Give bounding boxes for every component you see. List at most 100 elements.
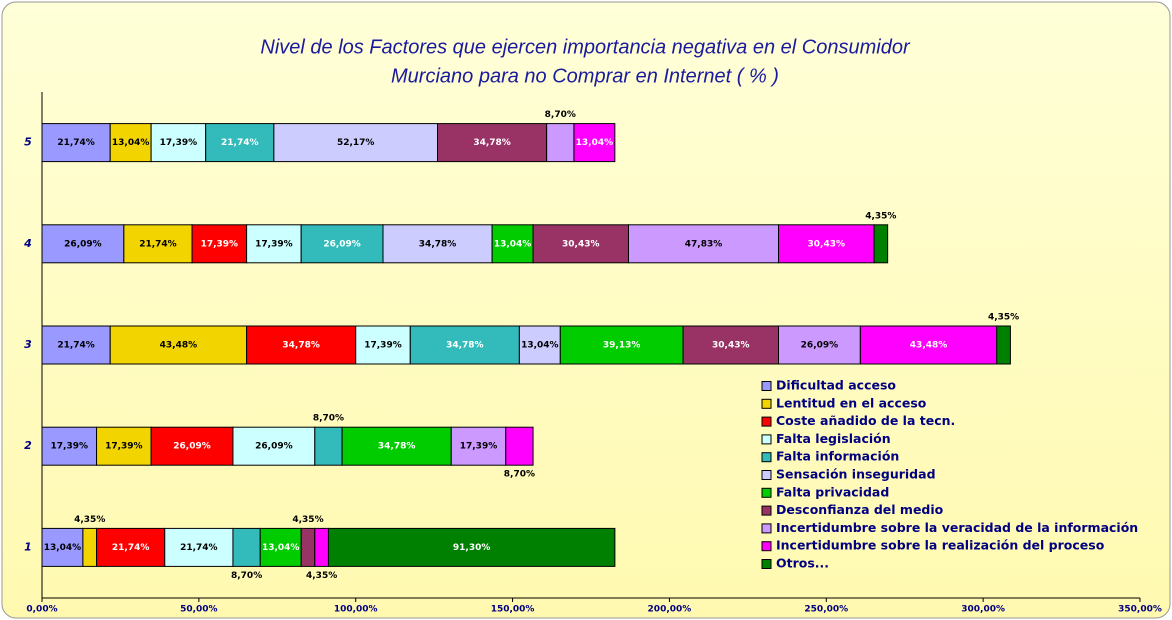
data-label: 17,39% xyxy=(51,442,89,452)
data-label: 21,74% xyxy=(139,239,177,249)
data-label: 8,70% xyxy=(231,571,262,581)
data-label: 4,35% xyxy=(74,515,105,525)
bar-segment xyxy=(778,224,875,264)
bar-segment xyxy=(96,527,166,567)
bar-segment xyxy=(191,224,248,264)
bar-segment xyxy=(96,426,152,466)
legend-swatch xyxy=(761,381,772,391)
bar-segment xyxy=(314,426,343,466)
bar-segment xyxy=(327,527,616,567)
legend-swatch xyxy=(761,452,772,463)
data-label: 43,48% xyxy=(910,341,948,351)
legend-label: Coste añadido de la tecn. xyxy=(776,413,955,428)
data-label: 13,04% xyxy=(44,543,82,553)
chart-title: Nivel de los Factores que ejercen import… xyxy=(260,36,911,58)
bar-segment xyxy=(314,527,329,567)
data-label: 91,30% xyxy=(453,543,491,553)
data-label: 26,09% xyxy=(323,239,361,249)
bar-segment xyxy=(41,123,111,163)
data-label: 30,43% xyxy=(712,341,750,351)
data-label: 17,39% xyxy=(201,239,239,249)
data-label: 30,43% xyxy=(562,239,600,249)
bar-segment xyxy=(164,527,234,567)
data-label: 4,35% xyxy=(306,571,337,581)
bar-segment xyxy=(873,224,889,264)
data-label: 39,13% xyxy=(603,341,641,351)
x-tick-label: 50,00% xyxy=(180,605,218,615)
data-label: 43,48% xyxy=(160,341,198,351)
data-label: 26,09% xyxy=(255,442,293,452)
legend-swatch xyxy=(761,523,772,534)
legend-swatch xyxy=(761,505,772,516)
legend-label: Otros... xyxy=(776,556,829,571)
data-label: 34,78% xyxy=(473,138,511,148)
data-label: 4,35% xyxy=(988,313,1019,323)
data-label: 21,74% xyxy=(57,341,95,351)
legend-swatch xyxy=(761,398,772,409)
data-label: 34,78% xyxy=(282,341,320,351)
legend-swatch xyxy=(761,559,772,569)
bar-segment xyxy=(232,527,261,567)
legend-swatch xyxy=(761,541,772,552)
bar-segment xyxy=(41,224,125,264)
legend-swatch xyxy=(761,434,772,445)
data-label: 21,74% xyxy=(57,138,95,148)
data-label: 8,70% xyxy=(545,110,576,120)
data-label: 34,78% xyxy=(378,442,416,452)
x-tick-label: 0,00% xyxy=(26,605,57,615)
x-tick-label: 150,00% xyxy=(491,605,535,615)
data-label: 30,43% xyxy=(808,239,846,249)
bar-segment xyxy=(300,527,316,567)
data-label: 34,78% xyxy=(446,341,484,351)
y-tick-label: 3 xyxy=(24,338,32,351)
legend-label: Falta privacidad xyxy=(776,484,889,499)
bar-segment xyxy=(246,325,357,365)
x-tick-label: 300,00% xyxy=(961,605,1005,615)
bar-segment xyxy=(341,426,452,466)
legend-label: Desconfianza del medio xyxy=(776,502,944,517)
x-tick-label: 350,00% xyxy=(1118,605,1162,615)
x-tick-label: 250,00% xyxy=(804,605,848,615)
legend-label: Lentitud en el acceso xyxy=(776,395,927,410)
bar-segment xyxy=(355,325,411,365)
bar-segment xyxy=(109,123,152,163)
bar-segment xyxy=(259,527,302,567)
data-label: 26,09% xyxy=(801,341,839,351)
data-label: 13,04% xyxy=(521,341,559,351)
legend-label: Dificultad acceso xyxy=(776,378,896,393)
y-tick-label: 2 xyxy=(24,439,32,452)
data-label: 13,04% xyxy=(112,138,150,148)
legend-swatch xyxy=(761,470,772,480)
data-label: 8,70% xyxy=(504,470,535,480)
bar-segment xyxy=(573,123,616,163)
data-label: 13,04% xyxy=(262,543,300,553)
data-label: 4,35% xyxy=(292,515,323,525)
bar-segment xyxy=(82,527,98,567)
bar-segment xyxy=(437,123,548,163)
data-label: 17,39% xyxy=(160,138,198,148)
data-label: 17,39% xyxy=(364,341,402,351)
data-label: 17,39% xyxy=(255,239,293,249)
data-label: 21,74% xyxy=(221,138,259,148)
bar-segment xyxy=(450,426,507,466)
x-tick-label: 100,00% xyxy=(334,605,378,615)
bar-segment xyxy=(41,426,98,466)
bar-segment xyxy=(996,325,1011,365)
bar-segment xyxy=(205,123,275,163)
data-label: 26,09% xyxy=(64,239,102,249)
data-label: 17,39% xyxy=(105,442,143,452)
x-tick-label: 200,00% xyxy=(648,605,692,615)
data-label: 4,35% xyxy=(865,211,896,221)
bar-segment xyxy=(273,123,439,163)
bar-segment xyxy=(491,224,534,264)
data-label: 21,74% xyxy=(112,543,150,553)
legend-swatch xyxy=(761,487,772,498)
data-label: 21,74% xyxy=(180,543,218,553)
data-label: 26,09% xyxy=(173,442,211,452)
bar-segment xyxy=(778,325,861,365)
legend-label: Falta información xyxy=(776,449,899,464)
chart-title: Murciano para no Comprar en Internet ( %… xyxy=(391,65,779,87)
y-tick-label: 1 xyxy=(24,540,32,553)
data-label: 47,83% xyxy=(685,239,723,249)
